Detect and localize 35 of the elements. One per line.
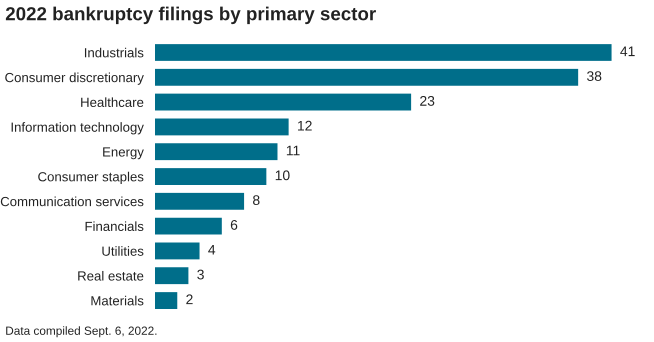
bar [155,168,266,185]
bar [155,94,412,111]
bar [155,218,222,235]
data-label: 6 [230,220,238,230]
y-tick-label: Utilities [102,246,144,256]
y-tick-label: Materials [91,296,144,306]
bar [155,292,178,309]
text: Data compiled Sept. 6, 2022. [6,326,156,338]
y-tick-label: Industrials [84,48,144,58]
bar [155,242,200,260]
data-label: 4 [208,244,216,255]
data-label: 8 [253,195,260,206]
bar [155,44,612,61]
data-label: 41 [620,46,635,56]
bar [155,68,578,86]
y-tick-label: Consumer discretionary [5,72,144,85]
data-label: 12 [298,120,312,130]
data-label: 2 [186,294,193,304]
y-tick-label: Communication services [0,196,144,206]
bar [155,143,278,160]
y-tick-label: Healthcare [81,97,144,108]
bar [155,192,244,210]
data-label: 23 [420,96,434,106]
data-label: 3 [197,270,204,280]
y-tick-label: Real estate [78,270,144,281]
y-tick-label: Consumer staples [38,172,144,184]
y-tick-label: Information technology [12,122,144,134]
y-tick-label: Financials [86,221,144,232]
bar [155,267,188,284]
y-tick-label: Energy [103,147,144,160]
chart-title: 2022 bankruptcy filings by primary sector [6,6,376,24]
data-label: 10 [276,170,290,180]
data-label: 38 [587,71,602,82]
bar [155,118,289,136]
data-label: 11 [286,146,300,156]
